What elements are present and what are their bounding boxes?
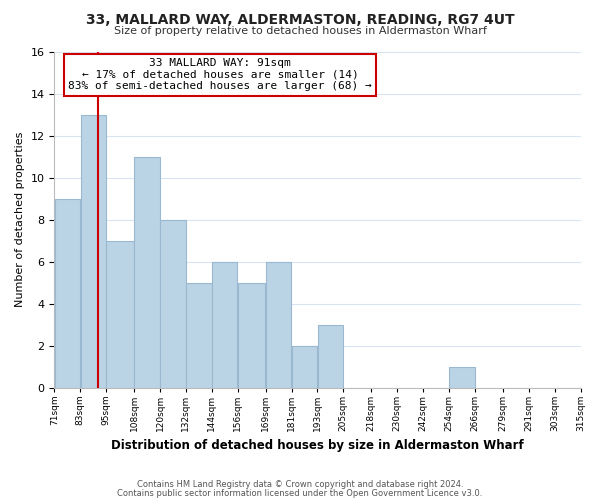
Bar	[318, 325, 343, 388]
Text: 33 MALLARD WAY: 91sqm
← 17% of detached houses are smaller (14)
83% of semi-deta: 33 MALLARD WAY: 91sqm ← 17% of detached …	[68, 58, 372, 92]
Text: Size of property relative to detached houses in Aldermaston Wharf: Size of property relative to detached ho…	[113, 26, 487, 36]
Bar	[55, 198, 80, 388]
Bar	[449, 367, 475, 388]
Bar	[212, 262, 238, 388]
Bar	[134, 156, 160, 388]
Text: Contains HM Land Registry data © Crown copyright and database right 2024.: Contains HM Land Registry data © Crown c…	[137, 480, 463, 489]
Y-axis label: Number of detached properties: Number of detached properties	[15, 132, 25, 308]
Bar	[160, 220, 185, 388]
X-axis label: Distribution of detached houses by size in Aldermaston Wharf: Distribution of detached houses by size …	[111, 440, 524, 452]
Bar	[266, 262, 292, 388]
Bar	[238, 282, 265, 388]
Bar	[80, 114, 106, 388]
Text: Contains public sector information licensed under the Open Government Licence v3: Contains public sector information licen…	[118, 488, 482, 498]
Bar	[292, 346, 317, 388]
Bar	[186, 282, 212, 388]
Text: 33, MALLARD WAY, ALDERMASTON, READING, RG7 4UT: 33, MALLARD WAY, ALDERMASTON, READING, R…	[86, 12, 514, 26]
Bar	[106, 240, 134, 388]
